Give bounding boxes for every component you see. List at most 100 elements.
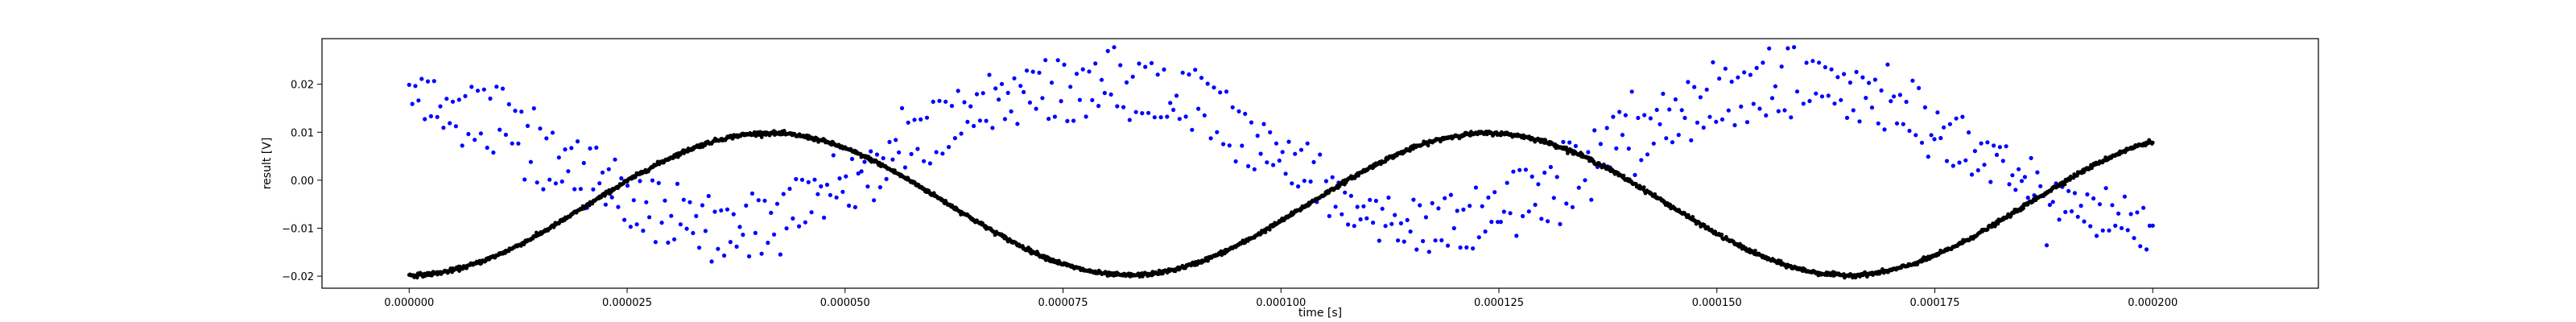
blue-data-point [506, 101, 511, 107]
blue-data-point [778, 252, 783, 257]
blue-data-point [869, 149, 873, 154]
blue-data-point [1283, 171, 1288, 176]
blue-data-point [1146, 110, 1151, 115]
blue-data-point [435, 114, 440, 119]
blue-data-point [703, 229, 708, 233]
blue-data-point [1533, 202, 1538, 207]
blue-data-point [1719, 117, 1725, 122]
blue-data-point [1152, 115, 1157, 120]
blue-data-point [1112, 45, 1117, 50]
blue-data-point [2116, 211, 2121, 216]
blue-data-point [797, 224, 802, 229]
blue-data-point [1782, 108, 1787, 113]
blue-data-point [1829, 67, 1834, 72]
blue-data-point [1265, 160, 1269, 165]
blue-data-point [859, 169, 864, 174]
blue-data-point [2069, 208, 2074, 214]
blue-data-point [724, 207, 730, 212]
blue-data-point [1867, 80, 1872, 85]
blue-data-point [1742, 70, 1747, 75]
blue-data-point [1807, 98, 1812, 104]
blue-data-point [968, 104, 973, 109]
blue-data-point [931, 99, 935, 104]
blue-data-point [1689, 138, 1694, 142]
blue-data-point [485, 145, 489, 151]
blue-data-point [1298, 147, 1304, 152]
blue-data-point [937, 98, 942, 103]
blue-data-point [1732, 122, 1737, 128]
blue-data-point [1726, 108, 1731, 113]
blue-data-point [535, 180, 539, 185]
blue-data-point [1305, 141, 1310, 146]
blue-data-point [824, 182, 830, 188]
blue-data-point [1296, 184, 1301, 189]
blue-data-point [965, 119, 970, 124]
blue-data-point [1798, 34, 1802, 38]
blue-data-point [694, 213, 699, 218]
blue-data-point [1187, 72, 1191, 77]
blue-data-point [1343, 190, 1348, 195]
x-tick-label: 0.000075 [1038, 297, 1088, 309]
blue-data-point [681, 197, 686, 202]
blue-data-point [1817, 60, 1822, 65]
blue-data-point [1293, 151, 1298, 156]
blue-data-point [410, 101, 415, 106]
blue-data-point [1695, 120, 1700, 125]
blue-data-point [556, 155, 561, 160]
blue-data-point [566, 169, 571, 174]
blue-data-point [413, 84, 418, 89]
blue-data-point [2007, 182, 2012, 187]
blue-data-point [1464, 245, 1469, 250]
blue-data-point [1657, 122, 1662, 126]
blue-data-point [691, 230, 696, 236]
blue-data-point [831, 153, 836, 158]
blue-data-point [528, 159, 534, 164]
blue-data-point [1744, 120, 1750, 125]
blue-data-point [1869, 105, 1875, 110]
x-axis-title: time [s] [1298, 307, 1342, 320]
blue-data-point [1461, 207, 1466, 212]
blue-data-point [1792, 45, 1797, 50]
blue-data-point [1180, 70, 1185, 75]
blue-data-point [1224, 89, 1229, 94]
blue-data-point [1193, 68, 1198, 72]
blue-data-point [1458, 245, 1463, 250]
blue-data-point [1346, 222, 1351, 227]
blue-data-point [977, 118, 982, 123]
blue-data-point [675, 181, 680, 186]
blue-data-point [1421, 238, 1426, 244]
blue-data-point [1377, 238, 1381, 243]
blue-data-point [2057, 217, 2062, 222]
black-data-point [1621, 173, 1626, 178]
blue-data-point [1205, 81, 1210, 86]
blue-data-point [1835, 75, 1840, 80]
blue-data-point [1804, 60, 1809, 65]
blue-data-point [1913, 133, 1918, 138]
y-tick-label: 0.02 [291, 80, 314, 92]
blue-data-point [890, 157, 895, 162]
blue-data-point [1233, 159, 1238, 164]
blue-data-point [1904, 99, 1909, 105]
blue-data-point [563, 147, 568, 152]
blue-data-point [766, 241, 770, 246]
blue-data-point [1065, 118, 1070, 123]
blue-data-point [494, 85, 499, 89]
blue-data-point [837, 176, 842, 181]
blue-data-point [847, 203, 852, 208]
blue-data-point [697, 246, 702, 250]
y-tick-label: 0.00 [291, 175, 314, 188]
blue-data-point [2113, 223, 2118, 228]
blue-data-point [1942, 125, 1946, 130]
blue-data-point [469, 85, 474, 89]
blue-data-point [1408, 229, 1413, 234]
blue-data-point [1451, 225, 1456, 231]
blue-data-point [1975, 167, 1980, 173]
blue-data-point [510, 141, 514, 146]
black-data-point [1408, 149, 1412, 153]
blue-data-point [1102, 90, 1107, 96]
blue-data-point [1979, 141, 1984, 146]
y-tick-label: −0.01 [282, 223, 314, 235]
blue-data-point [1814, 91, 1818, 96]
blue-data-point [919, 117, 923, 122]
blue-data-point [728, 240, 733, 245]
